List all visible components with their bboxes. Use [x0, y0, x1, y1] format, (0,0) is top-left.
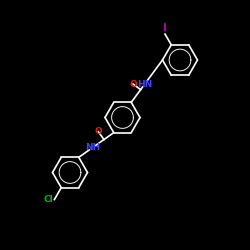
Text: I: I	[163, 23, 167, 33]
Text: O: O	[94, 127, 102, 136]
Text: O: O	[129, 80, 137, 88]
Text: HN: HN	[137, 80, 152, 89]
Text: NH: NH	[85, 143, 100, 152]
Text: Cl: Cl	[43, 195, 53, 204]
